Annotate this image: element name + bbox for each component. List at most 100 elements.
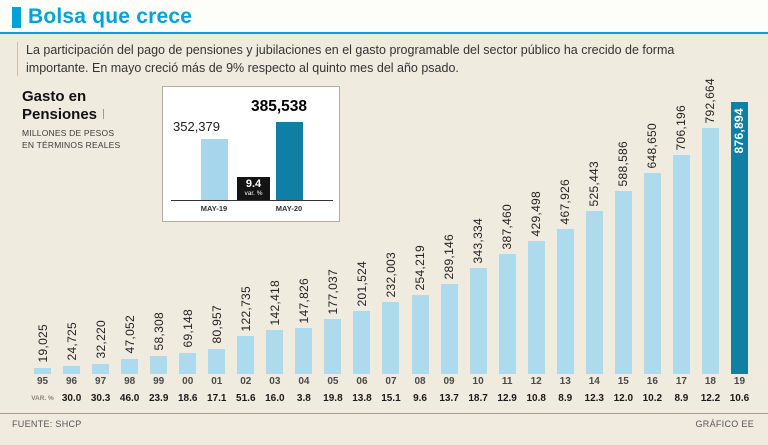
bar-column-00: 69,148 [173,60,202,374]
bar-14 [585,211,603,374]
bar-value-label: 876,894 [732,108,747,154]
var-pct-value: 3.8 [296,393,311,404]
bar-value-label: 122,735 [238,285,253,331]
graphic-credit: GRÁFICO EE [695,419,754,429]
year-label: 07 [385,376,397,387]
bar-15 [614,191,632,374]
bar-08 [411,295,429,374]
var-pct-value: 17.1 [207,393,227,404]
var-pct-row: VAR. % 30.0 30.3 46.0 23.9 18.6 17.1 51.6 16.0 3.… [28,393,754,404]
year-label: 99 [153,376,165,387]
bar-value-label: 58,308 [151,312,166,351]
bar-chart: 19,025 24,725 32,220 47,052 58,308 69,148 80,9… [28,60,754,374]
year-label: 17 [675,376,687,387]
bar-19: 876,894 [730,102,748,374]
page-title: Bolsa que crece [28,5,193,28]
year-label: 04 [298,376,310,387]
chart-panel: La participación del pago de pensiones y… [0,34,768,445]
var-pct-value: 18.6 [177,393,198,404]
bar-09 [440,284,458,374]
bar-value-label: 706,196 [674,104,689,150]
bar-96 [63,366,81,374]
var-pct-value: 10.6 [729,393,750,404]
bar-column-06: 201,524 [347,60,376,374]
chart-title-block: Gasto en Pensiones MILLONES DE PESOS EN … [22,88,157,152]
year-label: 18 [704,376,716,387]
var-pct-value: 16.0 [265,393,285,404]
bar-column-07: 232,003 [376,60,405,374]
inset-axis-label-may19: MAY-19 [200,204,228,213]
year-label: 10 [472,376,484,387]
bar-13 [556,229,574,374]
year-label: 15 [617,376,629,387]
bar-column-18: 792,664 [696,60,725,374]
var-pct-value: 18.7 [468,393,488,404]
var-pct-value: 51.6 [236,393,256,404]
bar-column-99: 58,308 [144,60,173,374]
bar-12 [527,241,545,374]
bar-95 [34,368,52,374]
bar-column-17: 706,196 [667,60,696,374]
bar-16 [643,173,661,374]
inset-comparison-chart: 352,379 385,538 9.4 var. % MAY-19 MAY-20 [162,86,340,222]
bar-10 [469,268,487,374]
bar-column-05: 177,037 [318,60,347,374]
bar-column-09: 289,146 [435,60,464,374]
inset-var-badge: 9.4 var. % [237,177,270,200]
bar-column-98: 47,052 [115,60,144,374]
bar-value-label: 254,219 [413,244,428,290]
bar-value-label: 429,498 [529,190,544,236]
year-label: 97 [95,376,107,387]
year-label: 01 [211,376,223,387]
bar-value-label: 792,664 [703,77,718,123]
inset-value-may20: 385,538 [251,98,308,115]
year-label: 16 [646,376,658,387]
bar-column-02: 122,735 [231,60,260,374]
bar-column-04: 147,826 [289,60,318,374]
bar-98 [121,359,139,374]
var-pct-value: 30.3 [90,393,111,404]
bar-value-label: 147,826 [296,277,311,323]
bar-00 [179,353,197,374]
year-label: 12 [530,376,542,387]
var-pct-value: 19.8 [323,393,343,404]
bar-value-label: 142,418 [267,279,282,325]
bar-value-label: 467,926 [558,178,573,224]
var-pct-value: 12.0 [613,393,634,404]
var-pct-value: 12.2 [700,393,721,404]
year-label: 09 [443,376,455,387]
var-pct-value: 12.3 [584,393,604,404]
var-pct-value: 30.0 [61,393,82,404]
bar-value-label: 69,148 [180,309,195,348]
bar-value-label: 648,650 [645,122,660,168]
title-pipe-divider [103,108,105,119]
subtitle-text: La participación del pago de pensiones y… [26,43,675,76]
year-label: 00 [182,376,194,387]
chart-title: Gasto en Pensiones [22,88,157,123]
bar-value-label: 80,957 [209,305,224,344]
inset-value-may19: 352,379 [173,119,220,134]
inset-axis-label-may20: MAY-20 [275,204,303,213]
inset-var-value: 9.4 [245,178,262,191]
bar-column-10: 343,334 [464,60,493,374]
title-square-icon [12,6,21,28]
bar-value-label: 32,220 [93,320,108,359]
var-pct-value: 23.9 [148,393,169,404]
year-label: 13 [559,376,571,387]
chart-units-line1: MILLONES DE PESOS [22,128,115,139]
bar-column-96: 24,725 [57,60,86,374]
inset-bar-may20 [276,122,303,200]
bar-value-label: 177,037 [325,268,340,314]
bar-02 [237,336,255,374]
bar-column-15: 588,586 [609,60,638,374]
bar-value-label: 19,025 [35,324,50,363]
bar-value-label: 289,146 [442,233,457,279]
bar-column-16: 648,650 [638,60,667,374]
bar-05 [324,319,342,374]
year-label: 11 [501,376,513,387]
year-label: 98 [124,376,136,387]
bar-column-13: 467,926 [551,60,580,374]
var-pct-value: 9.6 [413,393,427,404]
bar-value-label: 343,334 [471,217,486,263]
